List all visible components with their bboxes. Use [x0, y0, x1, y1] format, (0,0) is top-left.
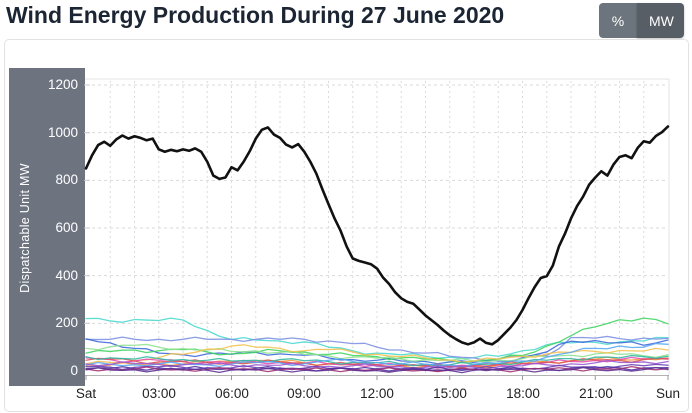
series-unit-turquoise: [85, 317, 669, 360]
x-tick-0300: 03:00: [142, 386, 176, 401]
y-tick-1000: 1000: [48, 125, 78, 140]
y-tick-0: 0: [70, 363, 78, 378]
mw-toggle-button[interactable]: MW: [637, 3, 684, 38]
series-unit-periwinkle: [85, 335, 669, 362]
series-unit-light-green: [85, 343, 669, 363]
series-unit-dark-violet: [85, 366, 669, 374]
grid-layer: [84, 78, 670, 380]
series-unit-indigo: [85, 365, 669, 372]
unit-toggle-group: % MW: [599, 3, 684, 38]
x-tick-0900: 09:00: [287, 386, 321, 401]
series-total-wind-production: [84, 125, 670, 346]
y-tick-1200: 1200: [48, 77, 78, 92]
x-tick-2100: 21:00: [579, 386, 613, 401]
x-tick-1800: 18:00: [506, 386, 540, 401]
x-tick-sat: Sat: [76, 386, 97, 401]
series-layer: [84, 125, 670, 374]
y-axis-panel: [9, 68, 85, 386]
series-unit-red: [85, 357, 669, 369]
series-unit-purple: [85, 359, 669, 370]
chart-header: Wind Energy Production During 27 June 20…: [0, 0, 692, 40]
x-tick-1500: 15:00: [433, 386, 467, 401]
y-tick-200: 200: [55, 315, 78, 330]
plot-area[interactable]: [86, 79, 669, 375]
y-tick-400: 400: [55, 268, 78, 283]
x-tick-1200: 12:00: [360, 386, 394, 401]
y-tick-600: 600: [55, 220, 78, 235]
y-axis-title: Dispatchable Unit MW: [18, 163, 32, 293]
chart-card: Dispatchable Unit MW 0 200 400 600 800 1…: [4, 39, 689, 412]
page-title: Wind Energy Production During 27 June 20…: [6, 2, 505, 28]
series-unit-green: [85, 317, 669, 364]
percent-toggle-button[interactable]: %: [599, 3, 637, 38]
x-tick-0600: 06:00: [215, 386, 249, 401]
y-tick-800: 800: [55, 172, 78, 187]
x-tick-sun: Sun: [656, 386, 680, 401]
